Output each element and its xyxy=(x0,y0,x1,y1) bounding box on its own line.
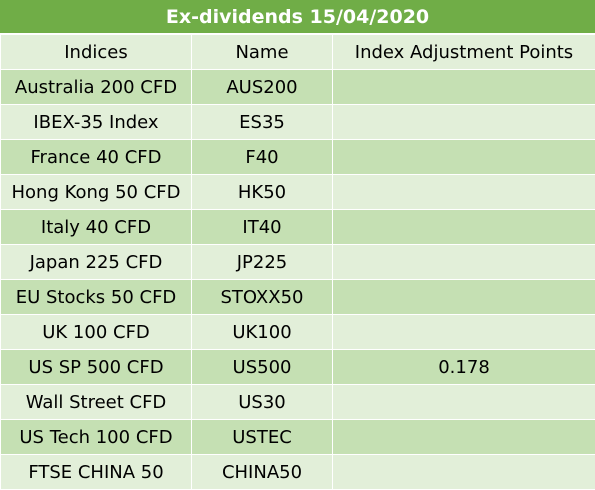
header-row: Indices Name Index Adjustment Points xyxy=(1,35,595,70)
cell-adjustment xyxy=(333,385,595,420)
cell-name: JP225 xyxy=(192,245,333,280)
cell-adjustment xyxy=(333,140,595,175)
cell-name: UK100 xyxy=(192,315,333,350)
cell-name: STOXX50 xyxy=(192,280,333,315)
dividends-sheet: Ex-dividends 15/04/2020 Indices Name Ind… xyxy=(0,0,595,474)
cell-adjustment xyxy=(333,315,595,350)
cell-name: F40 xyxy=(192,140,333,175)
cell-index: EU Stocks 50 CFD xyxy=(1,280,192,315)
cell-index: Wall Street CFD xyxy=(1,385,192,420)
column-header-indices: Indices xyxy=(1,35,192,70)
cell-index: Japan 225 CFD xyxy=(1,245,192,280)
cell-adjustment xyxy=(333,70,595,105)
sheet-title: Ex-dividends 15/04/2020 xyxy=(0,0,595,34)
cell-adjustment xyxy=(333,420,595,455)
cell-adjustment xyxy=(333,455,595,490)
cell-index: IBEX-35 Index xyxy=(1,105,192,140)
dividends-table: Indices Name Index Adjustment Points Aus… xyxy=(0,34,595,490)
cell-name: USTEC xyxy=(192,420,333,455)
cell-adjustment xyxy=(333,280,595,315)
cell-index: Australia 200 CFD xyxy=(1,70,192,105)
cell-name: US30 xyxy=(192,385,333,420)
cell-index: US SP 500 CFD xyxy=(1,350,192,385)
cell-adjustment xyxy=(333,210,595,245)
cell-index: US Tech 100 CFD xyxy=(1,420,192,455)
cell-index: FTSE CHINA 50 xyxy=(1,455,192,490)
cell-adjustment xyxy=(333,245,595,280)
cell-name: US500 xyxy=(192,350,333,385)
cell-index: Hong Kong 50 CFD xyxy=(1,175,192,210)
cell-index: UK 100 CFD xyxy=(1,315,192,350)
cell-name: IT40 xyxy=(192,210,333,245)
cell-name: ES35 xyxy=(192,105,333,140)
cell-name: HK50 xyxy=(192,175,333,210)
cell-name: CHINA50 xyxy=(192,455,333,490)
cell-index: Italy 40 CFD xyxy=(1,210,192,245)
column-header-adjustment: Index Adjustment Points xyxy=(333,35,595,70)
cell-index: France 40 CFD xyxy=(1,140,192,175)
cell-name: AUS200 xyxy=(192,70,333,105)
cell-adjustment xyxy=(333,175,595,210)
cell-adjustment: 0.178 xyxy=(333,350,595,385)
column-header-name: Name xyxy=(192,35,333,70)
cell-adjustment xyxy=(333,105,595,140)
